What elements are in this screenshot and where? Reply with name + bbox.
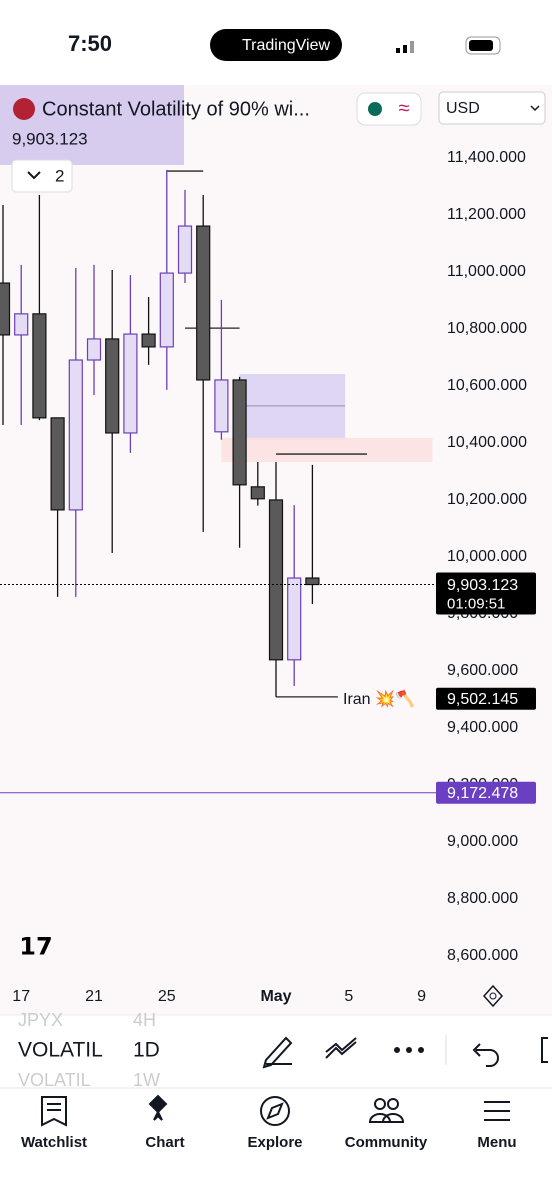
price-badge-label: 9,502.145 <box>447 691 518 708</box>
interval[interactable]: 1D <box>133 1039 160 1062</box>
x-tick-label: 21 <box>85 988 103 1005</box>
down-candle <box>141 333 156 348</box>
y-tick-label: 9,600.000 <box>447 662 518 679</box>
zone <box>221 437 433 463</box>
interval: 4H <box>133 1010 156 1030</box>
y-tick-label: 10,600.000 <box>447 377 527 394</box>
symbol: VOLATIL <box>18 1070 91 1090</box>
symbol[interactable]: VOLATIL <box>18 1039 103 1062</box>
up-candle <box>177 225 193 274</box>
zone <box>239 373 346 440</box>
y-tick-label: 8,600.000 <box>447 947 518 964</box>
y-tick-label: 8,800.000 <box>447 890 518 907</box>
down-candle <box>105 338 120 434</box>
legend-value: 9,903.123 <box>12 129 88 148</box>
x-tick-label: May <box>260 988 291 1005</box>
settings-icon[interactable] <box>482 984 504 1008</box>
price-badge-label: 9,172.478 <box>447 785 518 802</box>
clock: 7:50 <box>68 31 112 56</box>
legend-bg <box>0 85 184 165</box>
indicator-title: Constant Volatility of 90% wi... <box>42 98 310 120</box>
price-badge <box>436 687 536 710</box>
up-candle <box>86 338 102 361</box>
y-tick-label: 10,800.000 <box>447 320 527 337</box>
status-pill[interactable] <box>356 92 422 126</box>
x-tick-label: 17 <box>12 988 30 1005</box>
nav-label[interactable]: Watchlist <box>21 1134 87 1151</box>
y-tick-label: 9,000.000 <box>447 833 518 850</box>
status-icons <box>396 36 501 55</box>
collapse-button[interactable] <box>11 159 73 193</box>
interval: 1W <box>133 1070 160 1090</box>
x-tick-label: 9 <box>417 988 426 1005</box>
up-candle <box>287 577 302 661</box>
chevron <box>27 171 41 180</box>
nav-label[interactable]: Menu <box>477 1134 516 1151</box>
price-badge <box>436 572 536 615</box>
y-tick-label: 11,000.000 <box>447 263 526 280</box>
up-candle <box>14 313 29 336</box>
draw-tool[interactable] <box>262 1036 293 1069</box>
down-candle <box>32 313 47 419</box>
status-dot <box>368 102 382 116</box>
lines-tool[interactable] <box>325 1037 357 1059</box>
app-name: TradingView <box>242 37 330 54</box>
down-candle <box>50 417 65 511</box>
down-candle <box>232 379 247 486</box>
countdown: 01:09:51 <box>447 596 505 613</box>
undo[interactable] <box>472 1043 499 1067</box>
nav-bar: Watchlist Chart Explore Community Menu <box>21 1134 517 1151</box>
nav-label[interactable]: Chart <box>145 1134 184 1151</box>
down-candle <box>268 499 284 661</box>
tool-icons <box>262 1036 548 1069</box>
y-tick-label: 10,000.000 <box>447 548 527 565</box>
down-candle <box>250 486 265 500</box>
price-badge <box>436 781 536 804</box>
currency-select[interactable] <box>438 91 546 125</box>
up-candle <box>123 333 138 434</box>
tv-logo: 𝟭𝟳 <box>19 933 52 960</box>
plot: Iran 💥🪓 <box>0 169 436 794</box>
y-tick-label: 9,400.000 <box>447 719 518 736</box>
currency: USD <box>446 100 480 117</box>
flag <box>13 98 35 120</box>
nav-label[interactable]: Community <box>345 1134 428 1151</box>
up-candle <box>68 359 83 511</box>
more[interactable] <box>394 1047 424 1053</box>
up-candle <box>159 272 174 348</box>
symbol: JPYX <box>18 1010 63 1030</box>
x-tick-label: 5 <box>344 988 353 1005</box>
collapse-count: 2 <box>55 166 64 185</box>
level-note: Iran 💥🪓 <box>343 689 415 708</box>
nav-icons <box>41 1094 510 1127</box>
price-badge-label: 9,903.123 <box>447 577 518 594</box>
y-tick-label: 10,200.000 <box>447 491 527 508</box>
caret <box>530 105 540 112</box>
nav-label[interactable]: Explore <box>247 1134 302 1151</box>
app-pill <box>210 29 342 61</box>
x-tick-label: 25 <box>158 988 176 1005</box>
down-candle <box>196 225 211 381</box>
y-tick-label: 11,200.000 <box>447 206 526 223</box>
wave-icon: ≈ <box>399 97 410 119</box>
y-tick-label: 10,400.000 <box>447 434 527 451</box>
down-candle <box>305 577 320 586</box>
down-candle <box>0 282 11 336</box>
bracket[interactable] <box>541 1037 548 1063</box>
up-candle <box>214 379 229 433</box>
y-tick-label: 11,400.000 <box>447 149 526 166</box>
